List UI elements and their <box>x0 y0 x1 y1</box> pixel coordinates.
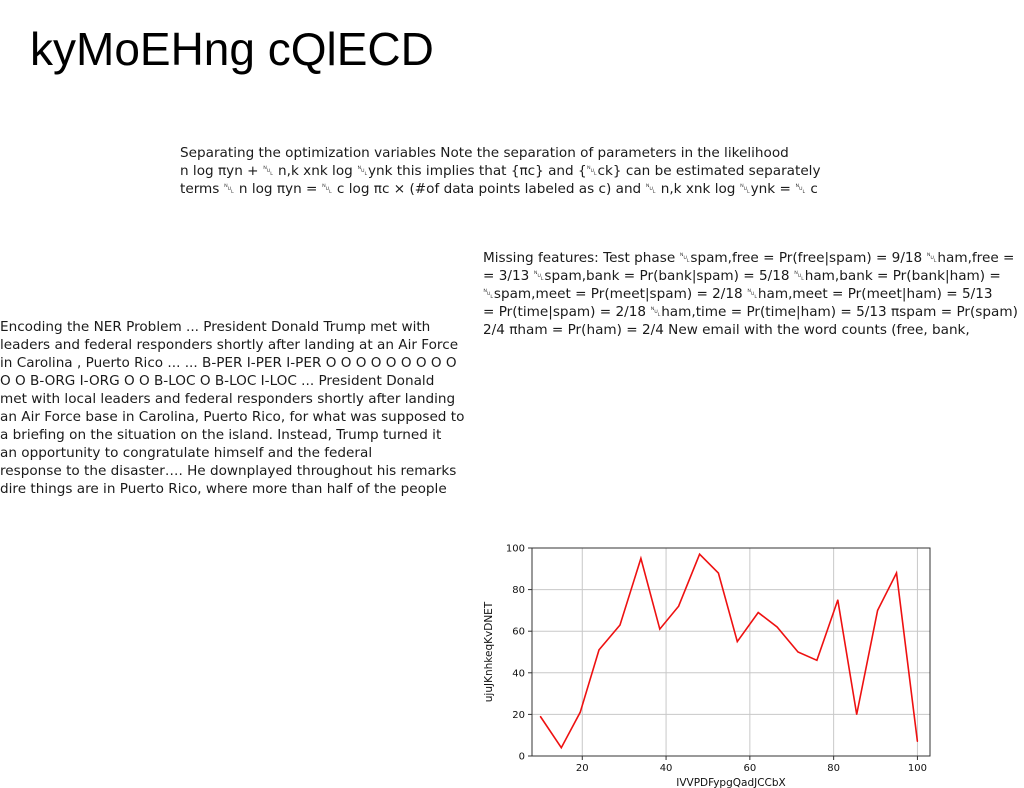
data-point <box>659 628 661 630</box>
page-title: kyMoEHng cQlECD <box>30 23 434 75</box>
optimization-paragraph: Separating the optimization variables No… <box>180 144 821 198</box>
y-tick-label: 0 <box>519 752 525 763</box>
ner-paragraph: Encoding the NER Problem ... President D… <box>0 318 464 498</box>
data-point <box>579 711 581 713</box>
data-point <box>539 715 541 718</box>
paragraph-line: Missing features: Test phase ␀spam,free … <box>483 250 1015 266</box>
x-tick-label: 100 <box>908 763 927 774</box>
series-line <box>539 552 919 750</box>
paragraph-line: n log πyn + ␀ n,k xnk log ␀ynk this impl… <box>180 163 821 179</box>
paragraph-line: an Air Force base in Carolina, Puerto Ri… <box>0 409 465 425</box>
plot-frame <box>531 547 931 757</box>
x-axis-label: IVVPDFypgQadJCCbX <box>676 777 785 788</box>
paragraph-line: = 3/13 ␀spam,bank = Pr(bank|spam) = 5/18… <box>483 268 1001 284</box>
data-point <box>797 651 799 653</box>
line-chart: 20 40 60 80 100 0 20 40 60 80 100 IVVPDFypgQadJCCb… <box>480 538 940 788</box>
paragraph-line: ␀spam,meet = Pr(meet|spam) = 2/18 ␀ham,m… <box>483 286 993 302</box>
data-point <box>837 599 839 601</box>
paragraph-line: 2/4 πham = Pr(ham) = 2/4 New email with … <box>483 322 970 338</box>
chart-svg: 20 40 60 80 100 0 20 40 60 80 100 IVVPDFypgQadJCCb… <box>483 544 931 788</box>
data-point <box>816 659 818 661</box>
y-tick-label: 40 <box>512 668 525 679</box>
chart-grid <box>532 547 930 757</box>
y-axis-label: ujuJKnhkeqKvDNET <box>483 601 495 702</box>
data-point <box>877 609 879 611</box>
paragraph-line: terms ␀ n log πyn = ␀ c log πc × (#of da… <box>180 181 818 197</box>
chart-series <box>539 552 919 750</box>
paragraph-line: a briefing on the situation on the islan… <box>0 427 442 443</box>
data-point <box>736 641 738 643</box>
data-point <box>698 553 701 555</box>
paragraph-line: Separating the optimization variables No… <box>180 145 789 161</box>
x-tick-label: 60 <box>743 763 756 774</box>
y-tick-label: 100 <box>506 544 525 555</box>
paragraph-line: leaders and federal responders shortly a… <box>0 337 459 353</box>
paragraph-line: O O B-ORG I-ORG O O B-LOC O B-LOC I-LOC … <box>0 373 435 389</box>
y-tick-label: 60 <box>512 627 525 638</box>
x-tick-label: 40 <box>660 763 673 774</box>
paragraph-line: Encoding the NER Problem ... President D… <box>0 319 431 335</box>
paragraph-line: = Pr(time|spam) = 2/18 ␀ham,time = Pr(ti… <box>483 304 1018 320</box>
data-point <box>856 713 858 715</box>
paragraph-line: dire things are in Puerto Rico, where mo… <box>0 481 447 497</box>
data-point <box>895 572 898 574</box>
data-point <box>916 740 919 743</box>
y-tick-label: 20 <box>512 710 525 721</box>
data-point <box>678 605 680 607</box>
data-point <box>560 747 562 749</box>
data-point <box>640 557 642 559</box>
paragraph-line: in Carolina , Puerto Rico ... ... B-PER … <box>0 355 457 371</box>
paragraph-line: an opportunity to congratulate himself a… <box>0 445 373 461</box>
data-point <box>598 649 600 651</box>
y-tick-label: 80 <box>512 585 525 596</box>
missing-features-paragraph: Missing features: Test phase ␀spam,free … <box>483 249 1018 339</box>
x-tick-label: 20 <box>576 763 589 774</box>
data-point <box>776 626 778 628</box>
data-point <box>619 624 621 626</box>
paragraph-line: response to the disaster…. He downplayed… <box>0 463 457 479</box>
data-point <box>717 572 720 574</box>
chart-ticks: 20 40 60 80 100 0 20 40 60 80 100 <box>506 544 927 775</box>
x-tick-label: 80 <box>827 763 840 774</box>
paragraph-line: met with local leaders and federal respo… <box>0 391 456 407</box>
data-point <box>757 611 759 614</box>
